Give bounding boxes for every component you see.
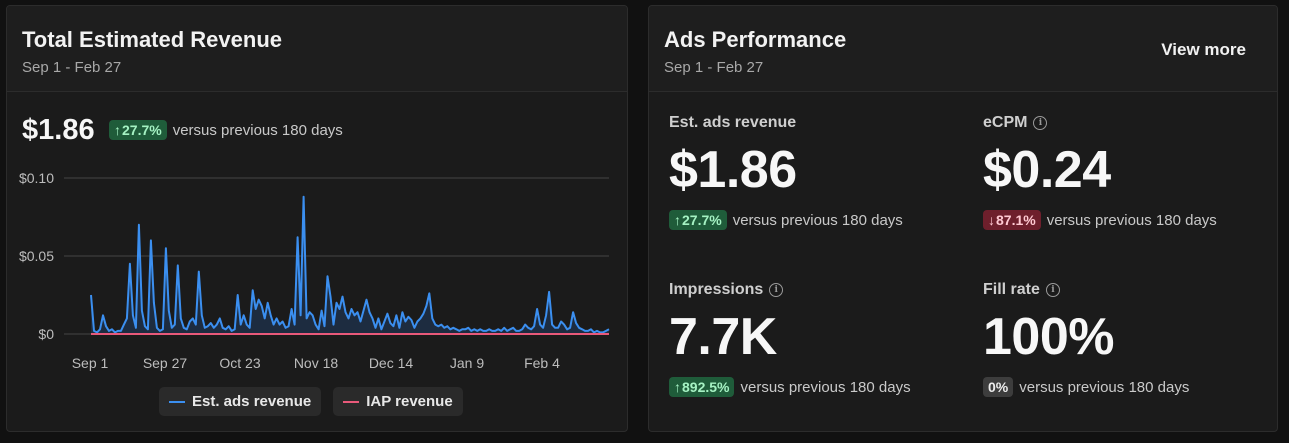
chart-legend: Est. ads revenue IAP revenue <box>159 387 463 416</box>
x-tick-label: Sep 27 <box>143 355 188 371</box>
change-badge: ↑892.5% <box>669 377 735 397</box>
metric-comparison: ↓87.1% versus previous 180 days <box>983 210 1217 230</box>
legend-label: Est. ads revenue <box>192 393 312 410</box>
legend-line-icon <box>343 400 360 403</box>
change-value: 87.1% <box>996 212 1036 228</box>
metric-label-text: Fill rate <box>983 281 1040 298</box>
info-icon[interactable]: i <box>769 283 784 297</box>
x-tick-label: Nov 18 <box>294 355 339 371</box>
metric-est-ads-revenue: Est. ads revenue $1.86 ↑27.7% versus pre… <box>669 114 903 230</box>
revenue-change-value: 27.7% <box>122 122 162 138</box>
comparison-text: versus previous 180 days <box>1019 378 1190 396</box>
metric-value: $1.86 <box>669 141 797 199</box>
revenue-total: $1.86 <box>22 114 95 146</box>
metric-value: $0.24 <box>983 141 1111 199</box>
legend-est-ads-revenue[interactable]: Est. ads revenue <box>159 387 322 416</box>
info-icon[interactable]: i <box>1045 283 1060 297</box>
comparison-text: versus previous 180 days <box>740 378 911 396</box>
metric-label: eCPM i <box>983 114 1217 132</box>
change-badge: ↑27.7% <box>669 210 727 230</box>
change-value: 892.5% <box>682 379 730 395</box>
view-more-link[interactable]: View more <box>1161 40 1246 59</box>
y-tick-label: $0.10 <box>19 170 54 186</box>
change-badge: 0% <box>983 377 1014 397</box>
ads-card-title: Ads Performance <box>664 27 847 52</box>
x-tick-label: Feb 4 <box>524 355 560 371</box>
metric-label-text: Est. ads revenue <box>669 114 797 131</box>
ads-date-range: Sep 1 - Feb 27 <box>664 59 764 76</box>
x-tick-label: Dec 14 <box>369 355 414 371</box>
arrow-up-icon: ↑ <box>114 122 121 138</box>
metric-label-text: eCPM <box>983 114 1028 131</box>
comparison-text: versus previous 180 days <box>1046 211 1217 229</box>
y-tick-label: $0 <box>38 326 54 342</box>
revenue-comparison: ↑27.7% versus previous 180 days <box>109 120 343 140</box>
comparison-text: versus previous 180 days <box>732 211 903 229</box>
metric-label: Fill rate i <box>983 281 1189 299</box>
ads-card-header: Ads Performance Sep 1 - Feb 27 View more <box>649 6 1277 92</box>
metric-impressions: Impressions i 7.7K ↑892.5% versus previou… <box>669 281 911 397</box>
arrow-up-icon: ↑ <box>674 379 681 395</box>
revenue-date-range: Sep 1 - Feb 27 <box>22 59 122 76</box>
legend-label: IAP revenue <box>366 393 453 410</box>
metric-comparison: ↑27.7% versus previous 180 days <box>669 210 903 230</box>
series-line-est-ads-revenue <box>90 195 610 334</box>
revenue-change-badge: ↑27.7% <box>109 120 167 140</box>
arrow-up-icon: ↑ <box>674 212 681 228</box>
arrow-down-icon: ↓ <box>988 212 995 228</box>
revenue-card-header: Total Estimated Revenue Sep 1 - Feb 27 <box>7 6 627 92</box>
metric-label: Est. ads revenue <box>669 114 903 132</box>
total-revenue-card: Total Estimated Revenue Sep 1 - Feb 27 $… <box>6 5 628 432</box>
revenue-line-chart: $0.10 $0.05 $0 Sep 1 Sep 27 Oct 23 Nov 18 Dec 1… <box>19 170 610 371</box>
info-icon[interactable]: i <box>1033 116 1048 130</box>
revenue-comparison-text: versus previous 180 days <box>172 121 343 139</box>
change-value: 27.7% <box>682 212 722 228</box>
ads-performance-card: Ads Performance Sep 1 - Feb 27 View more… <box>648 5 1278 432</box>
change-value: 0% <box>988 379 1009 395</box>
change-badge: ↓87.1% <box>983 210 1041 230</box>
metric-fill-rate: Fill rate i 100% 0% versus previous 180 d… <box>983 281 1189 397</box>
x-tick-label: Jan 9 <box>450 355 484 371</box>
metric-comparison: ↑892.5% versus previous 180 days <box>669 377 911 397</box>
metric-ecpm: eCPM i $0.24 ↓87.1% versus previous 180 d… <box>983 114 1217 230</box>
metric-value: 7.7K <box>669 308 777 366</box>
metric-comparison: 0% versus previous 180 days <box>983 377 1189 397</box>
x-tick-label: Sep 1 <box>72 355 109 371</box>
metric-value: 100% <box>983 308 1115 366</box>
x-tick-label: Oct 23 <box>219 355 260 371</box>
metric-label-text: Impressions <box>669 281 764 298</box>
y-tick-label: $0.05 <box>19 248 54 264</box>
legend-iap-revenue[interactable]: IAP revenue <box>333 387 463 416</box>
revenue-card-title: Total Estimated Revenue <box>22 27 282 52</box>
legend-line-icon <box>169 400 185 403</box>
metric-label: Impressions i <box>669 281 911 299</box>
